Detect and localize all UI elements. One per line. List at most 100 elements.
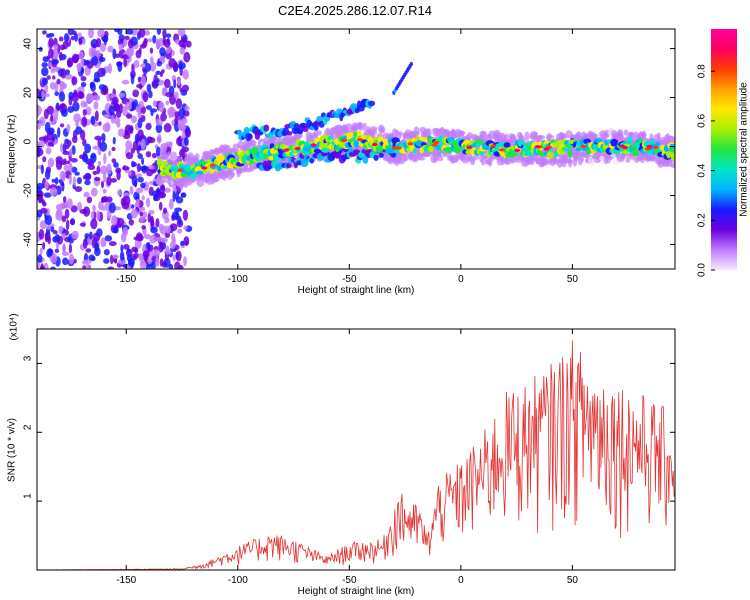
noise-blob bbox=[58, 91, 66, 102]
noise-blob bbox=[96, 165, 101, 175]
halo-blob bbox=[672, 162, 675, 168]
noise-blob bbox=[138, 144, 142, 151]
noise-blob bbox=[48, 48, 54, 59]
noise-blob bbox=[71, 135, 78, 144]
noise-blob bbox=[82, 138, 87, 147]
noise-blob bbox=[159, 258, 164, 267]
noise-blob bbox=[112, 226, 118, 234]
noise-blob bbox=[41, 30, 47, 35]
top-x-tick-label: 50 bbox=[567, 274, 579, 285]
noise-blob bbox=[79, 222, 86, 227]
noise-blob bbox=[40, 164, 44, 175]
ridge-peak bbox=[433, 141, 440, 145]
noise-blob bbox=[133, 59, 140, 69]
noise-blob bbox=[117, 61, 123, 73]
noise-blob bbox=[181, 192, 187, 198]
noise-blob bbox=[77, 32, 82, 39]
halo-blob bbox=[167, 151, 172, 158]
noise-blob bbox=[55, 203, 64, 211]
noise-blob bbox=[59, 123, 65, 128]
halo-blob bbox=[442, 151, 448, 158]
noise-blob bbox=[135, 187, 144, 194]
ridge-blob bbox=[156, 158, 163, 167]
ridge-blob bbox=[546, 151, 554, 159]
noise-blob bbox=[97, 160, 101, 167]
noise-blob bbox=[130, 208, 138, 219]
halo-blob bbox=[673, 136, 675, 142]
noise-blob bbox=[110, 114, 115, 124]
noise-blob bbox=[145, 105, 152, 110]
noise-blob bbox=[141, 195, 145, 201]
noise-blob bbox=[107, 266, 115, 269]
noise-blob bbox=[108, 202, 116, 214]
noise-blob bbox=[76, 62, 82, 73]
noise-blob bbox=[54, 248, 60, 254]
noise-blob bbox=[177, 215, 182, 225]
noise-blob bbox=[69, 219, 75, 225]
halo-blob bbox=[194, 153, 200, 161]
bottom-y-tick-label: 1 bbox=[23, 493, 34, 499]
noise-blob bbox=[63, 32, 69, 43]
noise-blob bbox=[41, 77, 49, 86]
noise-blob bbox=[111, 215, 118, 226]
noise-blob bbox=[106, 176, 112, 186]
ridge-peak bbox=[340, 138, 347, 142]
noise-blob bbox=[38, 228, 45, 240]
ridge-blob bbox=[554, 151, 559, 158]
ridge-blob bbox=[353, 140, 360, 148]
noise-blob bbox=[165, 100, 169, 106]
noise-blob bbox=[85, 248, 92, 253]
noise-blob bbox=[60, 108, 68, 117]
noise-blob bbox=[88, 29, 94, 39]
noise-blob bbox=[52, 44, 59, 50]
noise-blob bbox=[80, 75, 87, 82]
noise-blob bbox=[163, 207, 167, 214]
noise-blob bbox=[47, 248, 53, 257]
noise-blob bbox=[122, 166, 130, 171]
noise-blob bbox=[140, 63, 147, 68]
lower-branch-blob bbox=[296, 160, 303, 166]
ridge-blob bbox=[195, 170, 204, 175]
noise-blob bbox=[43, 93, 50, 98]
noise-blob bbox=[183, 256, 187, 267]
noise-blob bbox=[62, 196, 67, 204]
noise-blob bbox=[67, 106, 75, 113]
noise-blob bbox=[118, 43, 124, 51]
noise-blob bbox=[106, 211, 112, 220]
noise-blob bbox=[165, 245, 170, 255]
ridge-peak bbox=[618, 144, 625, 148]
noise-blob bbox=[127, 39, 134, 49]
noise-blob bbox=[137, 111, 142, 119]
halo-blob bbox=[466, 132, 474, 140]
noise-blob bbox=[61, 251, 70, 256]
ridge-blob bbox=[251, 146, 259, 154]
noise-blob bbox=[57, 208, 63, 218]
ridge-peak bbox=[310, 143, 317, 147]
noise-blob bbox=[68, 91, 74, 100]
noise-blob bbox=[118, 34, 125, 42]
noise-blob bbox=[71, 230, 79, 240]
noise-blob bbox=[145, 151, 152, 158]
noise-blob bbox=[46, 105, 55, 115]
noise-blob bbox=[41, 66, 49, 77]
noise-blob bbox=[155, 177, 161, 185]
noise-blob bbox=[146, 241, 151, 251]
noise-blob bbox=[39, 247, 43, 256]
noise-blob bbox=[47, 157, 55, 168]
noise-blob bbox=[90, 210, 95, 220]
noise-blob bbox=[162, 87, 168, 93]
ridge-blob bbox=[670, 153, 675, 162]
ridge-peak bbox=[283, 148, 290, 152]
noise-blob bbox=[147, 38, 153, 43]
noise-blob bbox=[47, 141, 54, 147]
ridge-blob bbox=[474, 139, 484, 144]
noise-blob bbox=[111, 146, 116, 152]
noise-blob bbox=[143, 233, 151, 240]
halo-blob bbox=[458, 130, 466, 136]
colorbar-gradient bbox=[711, 29, 737, 270]
noise-blob bbox=[108, 105, 115, 116]
noise-blob bbox=[80, 66, 85, 75]
noise-blob bbox=[123, 244, 130, 250]
noise-blob bbox=[145, 62, 152, 72]
noise-blob bbox=[54, 234, 60, 243]
